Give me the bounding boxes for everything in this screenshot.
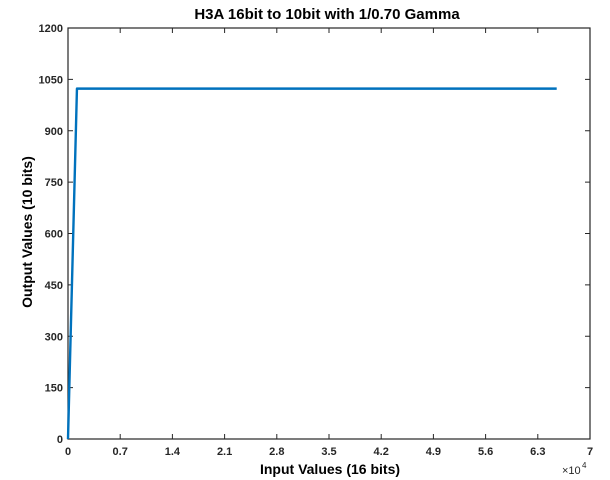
x-axis-exponent: ×10 4 xyxy=(562,461,587,477)
y-tick-label: 300 xyxy=(45,331,63,343)
x-tick-label: 5.6 xyxy=(478,446,493,458)
x-tick-label: 4.2 xyxy=(374,446,389,458)
x-tick-label: 2.1 xyxy=(217,446,232,458)
x-tick-label: 4.9 xyxy=(426,446,441,458)
y-tick-label: 150 xyxy=(45,383,63,395)
y-tick-label: 450 xyxy=(45,280,63,292)
x-tick-label: 3.5 xyxy=(321,446,336,458)
y-tick-label: 0 xyxy=(57,434,63,446)
x-tick-label: 0 xyxy=(65,446,71,458)
x-tick-label: 2.8 xyxy=(269,446,284,458)
series-line xyxy=(66,87,557,440)
x-tick-label: 6.3 xyxy=(530,446,545,458)
y-tick-label: 750 xyxy=(45,177,63,189)
x-tick-label: 1.4 xyxy=(165,446,181,458)
x-axis-exponent-power: 4 xyxy=(582,461,587,470)
y-tick-label: 600 xyxy=(45,229,63,241)
x-tick-label: 7 xyxy=(587,446,593,458)
chart-title: H3A 16bit to 10bit with 1/0.70 Gamma xyxy=(194,6,460,23)
plot-area: 0 0.7 1.4 2.1 2.8 3.5 4.2 4.9 5.6 6.3 7 0 150 300 450 6… xyxy=(39,23,594,458)
x-axis-exponent-base: ×10 xyxy=(562,465,581,477)
y-tick-label: 1050 xyxy=(39,74,63,86)
x-tick-label: 0.7 xyxy=(113,446,128,458)
axes-box xyxy=(67,27,591,440)
y-axis-label: Output Values (10 bits) xyxy=(19,156,35,308)
y-tick-label: 1200 xyxy=(39,23,63,35)
x-axis-label: Input Values (16 bits) xyxy=(260,461,400,477)
y-tick-label: 900 xyxy=(45,126,63,138)
